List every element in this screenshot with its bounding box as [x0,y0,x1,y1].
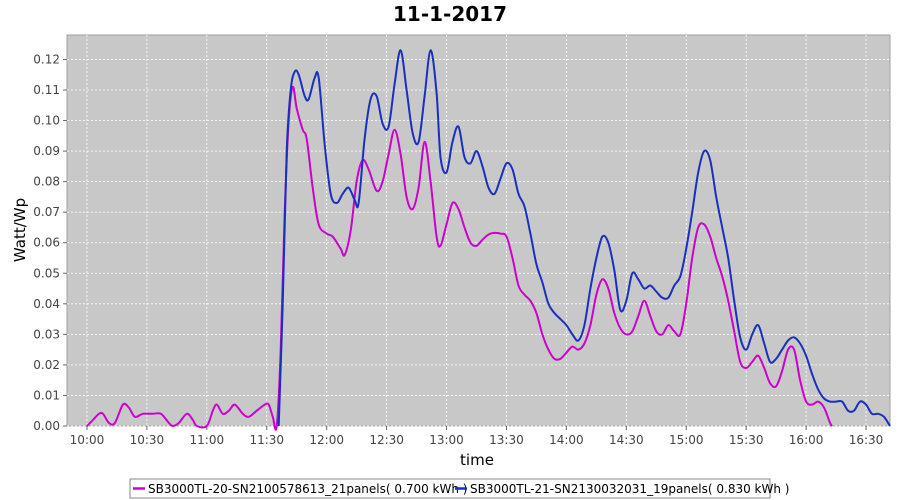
y-tick-label: 0.09 [33,144,60,158]
y-tick-label: 0.11 [33,83,60,97]
series-lines [86,49,891,431]
legend-label-series-2: SB3000TL-21-SN2130032031_19panels( 0.830… [470,482,789,496]
legend: SB3000TL-20-SN2100578613_21panels( 0.700… [129,478,789,499]
x-axis-ticks: 10:00 10:30 11:00 11:30 12:00 12:30 13:00 13:30… [70,426,884,447]
y-tick-label: 0.03 [33,327,60,341]
x-tick-label: 14:00 [549,433,584,447]
x-axis-label: time [460,451,494,469]
y-axis-ticks: 0.00 0.01 0.02 0.03 0.04 0.05 0.06 0.07 0.08 0.09… [33,52,67,433]
x-tick-label: 10:30 [130,433,165,447]
x-tick-label: 11:30 [249,433,284,447]
x-tick-label: 11:00 [190,433,225,447]
x-tick-label: 15:30 [729,433,764,447]
x-tick-label: 15:00 [669,433,704,447]
y-tick-label: 0.12 [33,52,60,66]
y-tick-label: 0.06 [33,236,60,250]
plot-area [66,34,891,427]
chart-title: 11-1-2017 [393,2,507,26]
x-tick-label: 13:00 [429,433,464,447]
series-line-1 [86,85,833,431]
y-axis-label: Watt/Wp [11,198,29,262]
y-tick-label: 0.07 [33,205,60,219]
x-tick-label: 16:30 [849,433,884,447]
y-tick-label: 0.08 [33,175,60,189]
x-tick-label: 10:00 [70,433,105,447]
x-tick-label: 12:30 [369,433,404,447]
y-tick-label: 0.04 [33,297,60,311]
y-tick-label: 0.10 [33,114,60,128]
y-tick-label: 0.05 [33,266,60,280]
x-tick-label: 12:00 [309,433,344,447]
grid-lines [67,35,890,427]
legend-label-series-1: SB3000TL-20-SN2100578613_21panels( 0.700… [148,482,467,496]
x-tick-label: 14:30 [609,433,644,447]
x-tick-label: 16:00 [789,433,824,447]
y-tick-label: 0.02 [33,358,60,372]
x-tick-label: 13:30 [489,433,524,447]
series-line-2 [277,49,891,427]
legend-box [129,478,771,499]
y-tick-label: 0.01 [33,388,60,402]
y-tick-label: 0.00 [33,419,60,433]
